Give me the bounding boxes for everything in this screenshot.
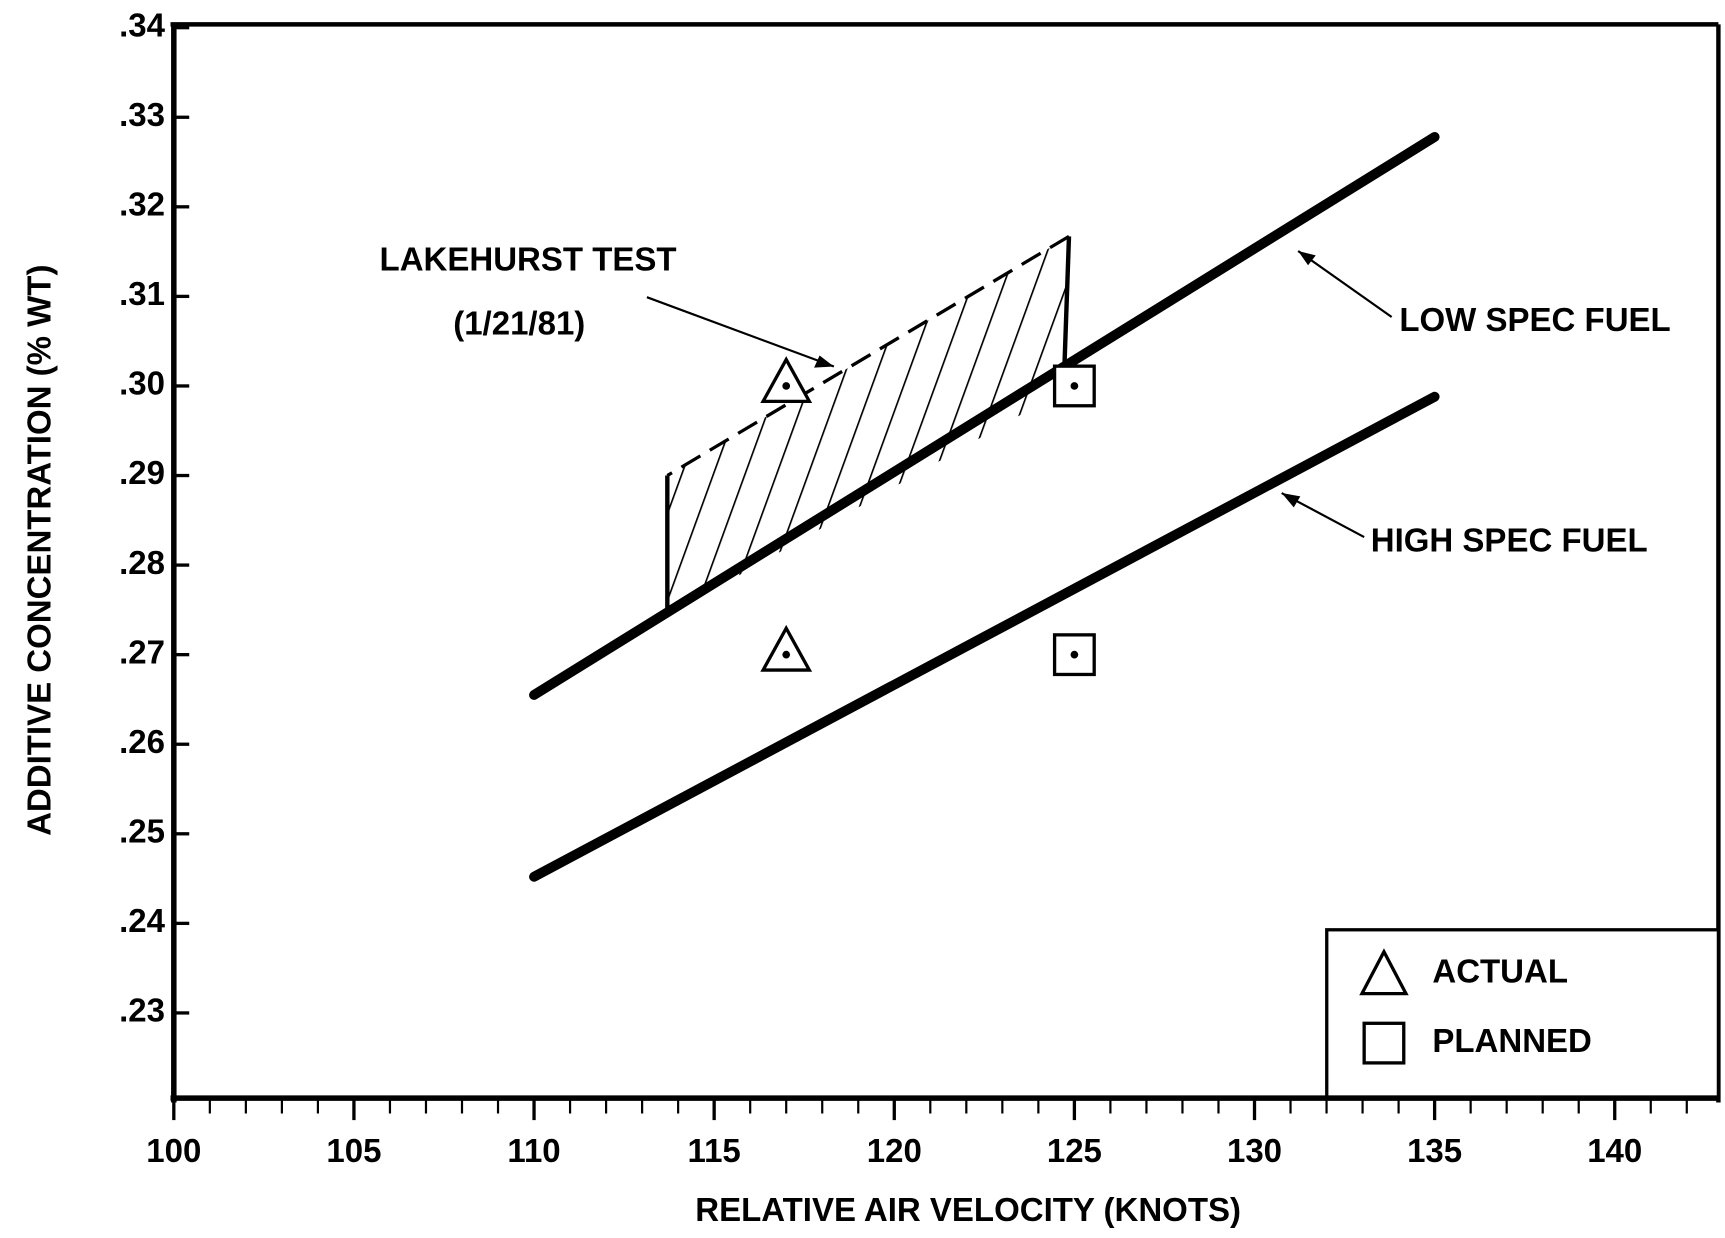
- legend-label: PLANNED: [1432, 1022, 1592, 1059]
- arrow-head: [1298, 251, 1316, 266]
- marker-dot: [1070, 382, 1079, 390]
- x-tick-label: 120: [867, 1132, 922, 1169]
- x-tick-label: 100: [146, 1132, 201, 1169]
- region-label: LAKEHURST TEST: [380, 241, 677, 278]
- y-tick-label: .33: [119, 96, 165, 133]
- legend-marker: [1359, 948, 1409, 996]
- y-tick-label: .32: [119, 186, 165, 223]
- line: [529, 391, 1440, 882]
- x-tick-label: 130: [1227, 1132, 1282, 1169]
- y-tick-label: .24: [119, 902, 166, 939]
- y-tick-label: .31: [119, 275, 165, 312]
- marker-dot: [782, 650, 791, 659]
- region-edge-dashed: [666, 234, 1070, 477]
- y-tick-label: .26: [119, 723, 165, 760]
- line: [529, 132, 1440, 700]
- y-tick-label: .27: [119, 633, 165, 670]
- y-tick-label: .28: [119, 544, 165, 581]
- legend: [1325, 928, 1721, 1099]
- annotation-arrow: [646, 296, 835, 368]
- x-tick-label: 125: [1047, 1132, 1102, 1169]
- x-tick-label: 105: [326, 1132, 381, 1169]
- y-tick-label: .23: [119, 992, 165, 1029]
- y-tick-label: .29: [119, 454, 165, 491]
- y-axis-label: ADDITIVE CONCENTRATION (% WT): [21, 265, 58, 836]
- triangle-marker: [760, 624, 813, 672]
- x-tick-label: 140: [1587, 1132, 1642, 1169]
- x-tick-label: 115: [688, 1132, 741, 1169]
- series-label: HIGH SPEC FUEL: [1371, 521, 1648, 558]
- hatched-region: [667, 236, 1069, 617]
- triangle-marker: [760, 356, 813, 404]
- x-axis-label: RELATIVE AIR VELOCITY (KNOTS): [695, 1191, 1241, 1228]
- x-tick-label: 135: [1407, 1132, 1462, 1169]
- arrow-head: [814, 355, 834, 368]
- marker-dot: [1070, 650, 1079, 659]
- series-label: LOW SPEC FUEL: [1399, 301, 1670, 338]
- arrow-head: [1281, 493, 1301, 508]
- marker-dot: [782, 382, 791, 390]
- legend-marker: [1362, 1021, 1406, 1065]
- x-tick-label: 110: [507, 1132, 560, 1169]
- legend-label: ACTUAL: [1432, 953, 1568, 990]
- annotation-arrow: [1297, 250, 1393, 318]
- y-tick-label: .34: [119, 6, 166, 43]
- y-tick-label: .25: [119, 813, 165, 850]
- y-tick-label: .30: [119, 365, 165, 402]
- region-sublabel: (1/21/81): [453, 305, 585, 342]
